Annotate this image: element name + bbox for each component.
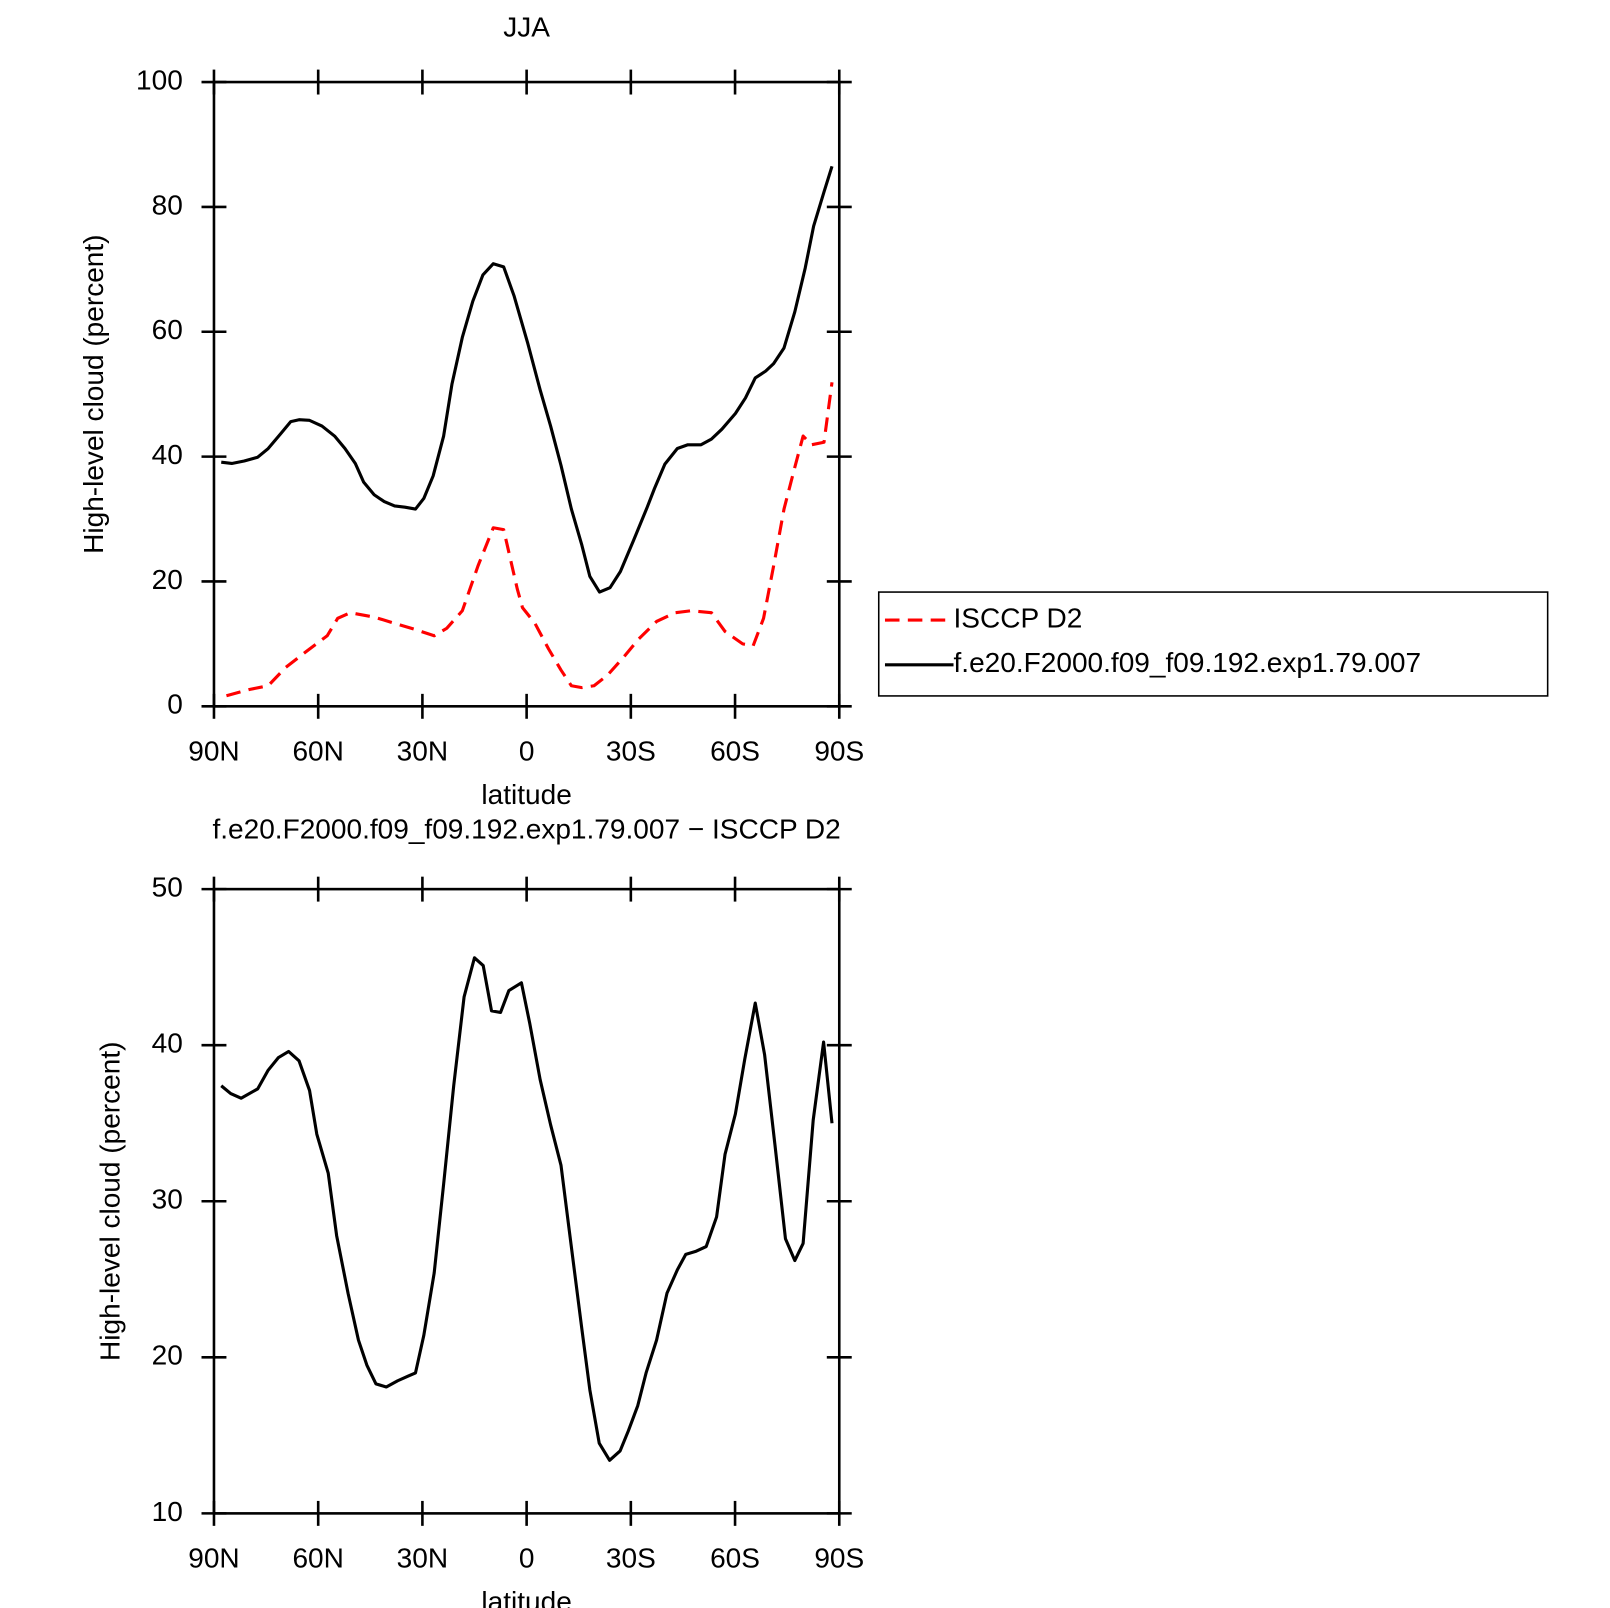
x-tick-label: 90N: [188, 735, 239, 766]
y-axis-label: High-level cloud (percent): [95, 1042, 126, 1361]
x-tick-label: 90S: [814, 735, 864, 766]
y-tick-label: 0: [167, 689, 183, 720]
x-tick-label: 90N: [188, 1543, 239, 1574]
y-tick-label: 30: [152, 1184, 183, 1215]
legend: ISCCP D2 f.e20.F2000.f09_f09.192.exp1.79.…: [877, 591, 1549, 697]
chart-area: JJA latitude High-level cloud (percent) 0 20…: [78, 11, 1549, 1608]
y-tick-label: 80: [152, 189, 183, 220]
x-axis-label: latitude: [481, 779, 571, 810]
legend-box: [877, 591, 1549, 697]
x-tick-label: 30S: [606, 1543, 656, 1574]
plot-frame: [212, 887, 841, 1515]
y-tick-label: 50: [152, 872, 183, 903]
x-tick-label: 0: [519, 735, 535, 766]
legend-label: f.e20.F2000.f09_f09.192.exp1.79.007: [954, 647, 1422, 678]
legend-label: ISCCP D2: [954, 603, 1083, 634]
y-tick-label: 60: [152, 314, 183, 345]
x-tick-label: 60S: [710, 735, 760, 766]
x-tick-label: 0: [519, 1543, 535, 1574]
data-line: [221, 165, 834, 594]
y-tick-label: 100: [136, 64, 183, 95]
x-tick-label: 30S: [606, 735, 656, 766]
y-tick-label: 20: [152, 1340, 183, 1371]
x-tick-label: 60N: [292, 1543, 343, 1574]
y-tick-label: 10: [152, 1496, 183, 1527]
x-tick-label: 60S: [710, 1543, 760, 1574]
x-tick-label: 30N: [397, 735, 448, 766]
data-line: [226, 382, 834, 698]
x-tick-label: 30N: [397, 1543, 448, 1574]
chart-title: JJA: [503, 11, 550, 42]
y-axis-label: High-level cloud (percent): [78, 234, 109, 553]
y-tick-label: 40: [152, 439, 183, 470]
chart-title: f.e20.F2000.f09_f09.192.exp1.79.007 − IS…: [212, 813, 840, 844]
x-tick-label: 90S: [814, 1543, 864, 1574]
x-axis-label: latitude: [481, 1586, 571, 1608]
data-line: [220, 956, 834, 1462]
x-tick-label: 60N: [292, 735, 343, 766]
y-tick-label: 20: [152, 564, 183, 595]
y-tick-label: 40: [152, 1028, 183, 1059]
